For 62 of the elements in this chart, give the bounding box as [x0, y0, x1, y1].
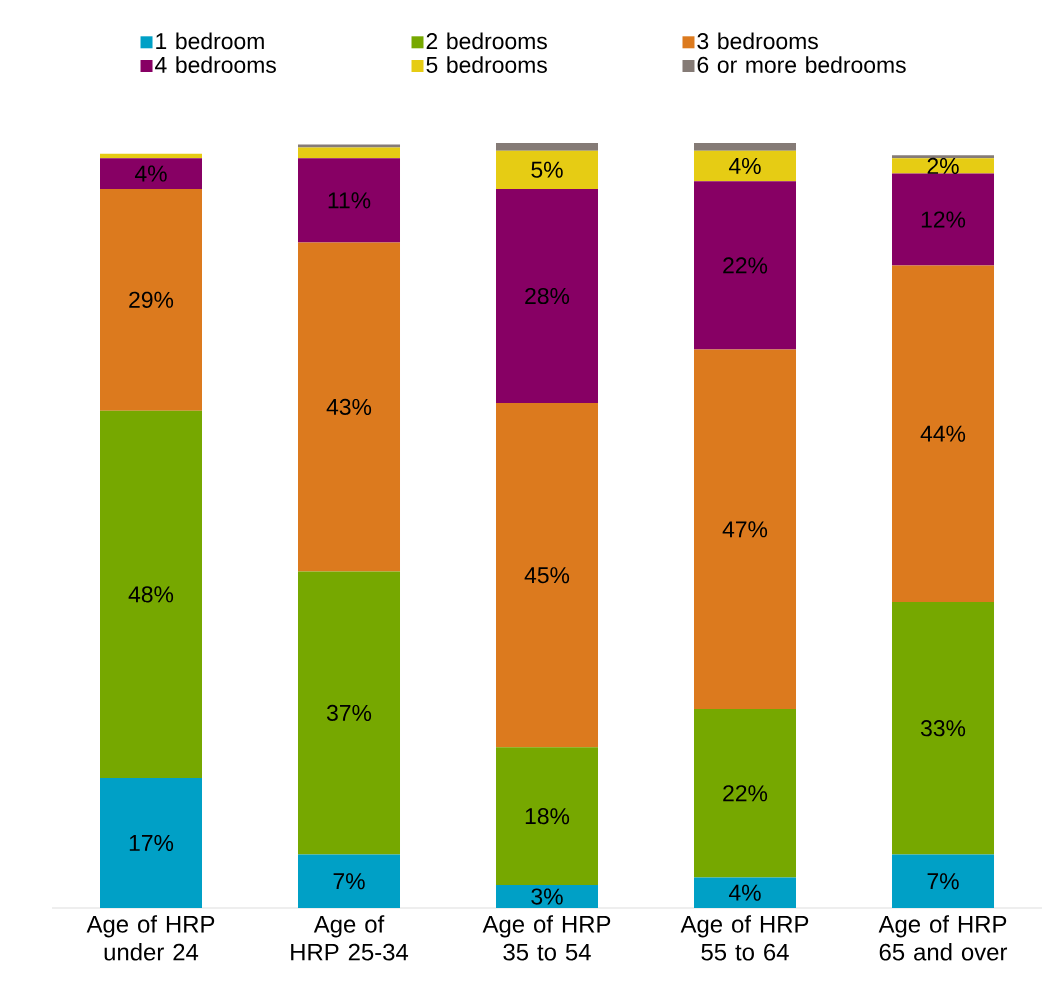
bar	[298, 854, 400, 908]
bar	[298, 571, 400, 855]
bar	[496, 142, 598, 151]
x-tick-label: Age of HRP 55 to 64	[680, 915, 809, 961]
bar	[100, 188, 202, 411]
bar	[892, 265, 995, 602]
bar	[496, 403, 598, 748]
data-label: 7%	[927, 873, 959, 890]
bar	[892, 602, 995, 855]
x-tick-label: Age of HRP 35 to 54	[482, 915, 611, 961]
data-label: 2%	[927, 157, 959, 175]
bar	[892, 155, 995, 159]
legend-label: 6 or more bedrooms	[697, 56, 906, 73]
legend-label: 1 bedroom	[156, 32, 264, 50]
data-label: 48%	[128, 586, 174, 603]
bar	[892, 158, 995, 174]
data-label: 37%	[326, 704, 372, 722]
bar	[694, 349, 796, 710]
data-label: 44%	[920, 425, 966, 442]
legend-label: 3 bedrooms	[697, 32, 818, 50]
legend-label: 2 bedrooms	[426, 32, 547, 50]
bar	[100, 777, 202, 908]
bar	[694, 709, 796, 878]
bar	[892, 854, 995, 908]
data-label: 4%	[728, 157, 761, 174]
bar	[694, 877, 796, 908]
bar	[298, 158, 400, 243]
data-label: 22%	[723, 785, 768, 802]
bar	[496, 885, 598, 908]
bar	[496, 188, 598, 404]
data-label: 5%	[531, 161, 563, 178]
bar	[100, 158, 202, 189]
bar	[496, 150, 598, 189]
bar	[100, 410, 202, 778]
bar	[694, 181, 796, 350]
data-label: 4%	[134, 165, 167, 182]
data-label: 29%	[129, 291, 174, 308]
data-label: 22%	[723, 257, 768, 274]
data-label: 11%	[328, 192, 371, 209]
bar	[694, 142, 796, 151]
data-label: 3%	[531, 888, 563, 905]
data-label: 18%	[525, 808, 570, 825]
data-label: 7%	[333, 873, 365, 890]
data-label: 45%	[524, 567, 570, 584]
bar	[694, 150, 796, 182]
data-label: 12%	[921, 211, 966, 228]
x-tick-label: Age of HRP 65 and over	[878, 915, 1008, 961]
bar	[298, 242, 400, 572]
legend-label: 4 bedrooms	[155, 56, 276, 73]
data-label: 17%	[129, 834, 174, 851]
data-label: 43%	[326, 398, 372, 416]
x-tick-label: Age of HRP under 24	[86, 915, 215, 961]
legend-label: 5 bedrooms	[426, 56, 547, 73]
bar	[298, 144, 400, 148]
bar	[496, 747, 598, 886]
data-label: 47%	[722, 521, 768, 538]
data-label: 28%	[525, 287, 570, 305]
x-tick-label: Age of HRP 25-34	[291, 915, 409, 961]
data-label: 4%	[728, 884, 761, 901]
data-label: 33%	[920, 720, 966, 737]
bar	[892, 173, 995, 266]
bar	[298, 147, 400, 159]
